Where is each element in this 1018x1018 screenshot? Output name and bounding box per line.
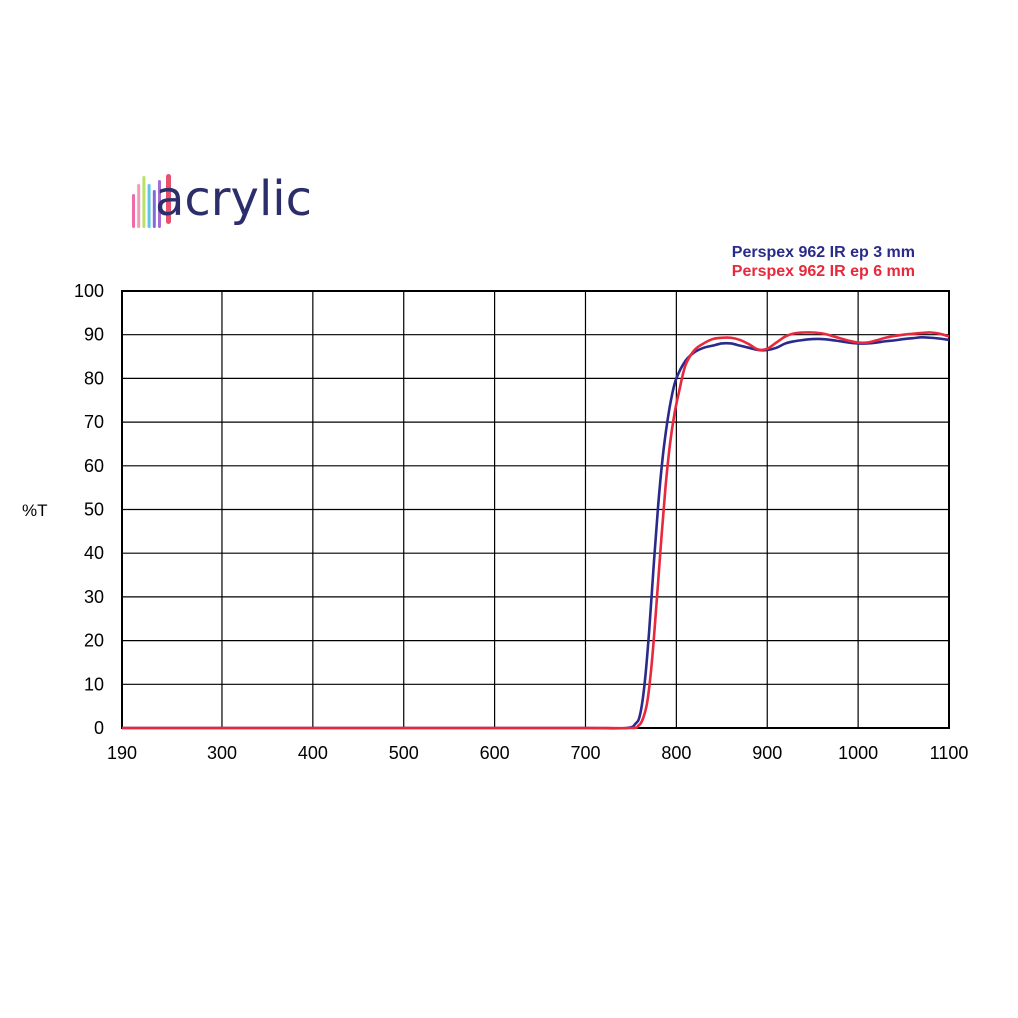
x-tick-label: 700	[570, 743, 600, 763]
legend-entry: Perspex 962 IR ep 6 mm	[732, 263, 915, 280]
y-tick-label: 40	[84, 543, 104, 563]
y-tick-label: 10	[84, 674, 104, 694]
logo-bar	[158, 180, 161, 228]
y-tick-label: 60	[84, 456, 104, 476]
lacrylic-logo	[132, 174, 171, 228]
series-line-2	[122, 331, 950, 730]
logo-bar	[147, 184, 151, 228]
x-tick-label: 900	[752, 743, 782, 763]
x-tick-label: 800	[661, 743, 691, 763]
x-axis-ticks: 190 300 400 500 600 700 800 900 1000 1100	[107, 743, 968, 763]
logo-color-bars	[132, 174, 171, 228]
logo-bar	[132, 194, 135, 228]
logo-l-stroke	[166, 174, 171, 224]
x-tick-label: 400	[298, 743, 328, 763]
y-tick-label: 80	[84, 368, 104, 388]
y-tick-label: 90	[84, 325, 104, 345]
x-tick-label: 190	[107, 743, 137, 763]
y-tick-label: 70	[84, 412, 104, 432]
y-tick-label: 30	[84, 587, 104, 607]
logo-bar	[137, 184, 141, 228]
y-axis-ticks: 0 10 20 30 40 50 60 70 80 90 100	[74, 281, 104, 738]
x-tick-label: 1100	[930, 743, 969, 763]
y-tick-label: 100	[74, 281, 104, 301]
logo-bar	[152, 190, 156, 228]
y-axis-label: %T	[22, 501, 48, 520]
y-tick-label: 20	[84, 631, 104, 651]
chart-legend: Perspex 962 IR ep 3 mm Perspex 962 IR ep …	[732, 244, 915, 280]
series-layer	[122, 331, 950, 730]
x-tick-label: 1000	[838, 743, 878, 763]
x-tick-label: 300	[207, 743, 237, 763]
x-tick-label: 600	[480, 743, 510, 763]
series-line-1	[122, 336, 950, 730]
chart-grid	[121, 290, 950, 729]
x-tick-label: 500	[389, 743, 419, 763]
y-tick-label: 50	[84, 500, 104, 520]
y-tick-label: 0	[94, 718, 104, 738]
logo-bar	[142, 176, 146, 228]
legend-entry: Perspex 962 IR ep 3 mm	[732, 244, 915, 261]
logo-wordmark: acrylic	[155, 171, 313, 227]
